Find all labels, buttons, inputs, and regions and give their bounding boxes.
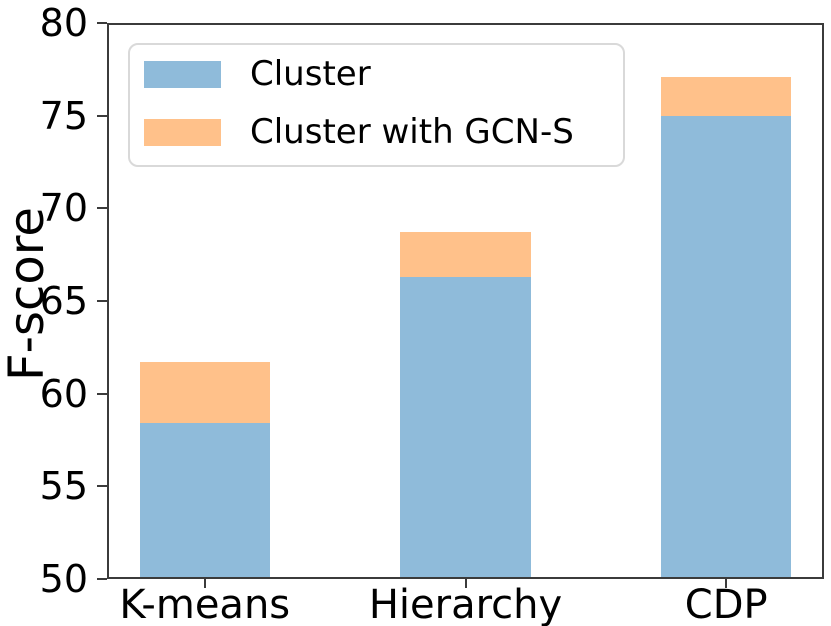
legend-swatch-icon (144, 119, 221, 146)
y-tick-mark (97, 300, 107, 302)
x-tick-label-hierarchy: Hierarchy (368, 582, 563, 626)
y-tick-mark (97, 207, 107, 210)
legend-swatch-icon (144, 61, 221, 88)
x-tick-label-k-means: K-means (119, 582, 291, 626)
legend-row: Cluster (144, 54, 613, 94)
y-tick-label: 70 (39, 186, 88, 231)
bar-cdp-cluster (661, 115, 792, 579)
legend-label: Cluster (250, 54, 371, 94)
y-tick-label: 50 (39, 557, 88, 601)
x-tick-mark (725, 579, 728, 588)
legend-label: Cluster with GCN-S (250, 112, 574, 152)
bar-hierarchy-cluster (400, 276, 531, 579)
plot-area (107, 23, 824, 579)
y-tick-mark (97, 578, 107, 580)
y-tick-label: 80 (39, 1, 88, 45)
y-tick-label: 75 (39, 93, 88, 138)
y-tick-mark (97, 485, 107, 488)
x-tick-mark (464, 579, 467, 588)
y-tick-mark (97, 392, 107, 395)
legend-row: Cluster with GCN-S (144, 112, 613, 152)
x-tick-mark (203, 579, 206, 588)
legend: Cluster Cluster with GCN-S (128, 43, 625, 167)
y-tick-label: 60 (39, 371, 88, 416)
y-tick-mark (97, 22, 107, 24)
x-tick-label-cdp: CDP (684, 582, 768, 626)
y-tick-label: 65 (39, 279, 88, 323)
bar-k-means-cluster (139, 423, 270, 579)
y-tick-label: 55 (39, 464, 88, 509)
y-tick-mark (97, 114, 107, 117)
